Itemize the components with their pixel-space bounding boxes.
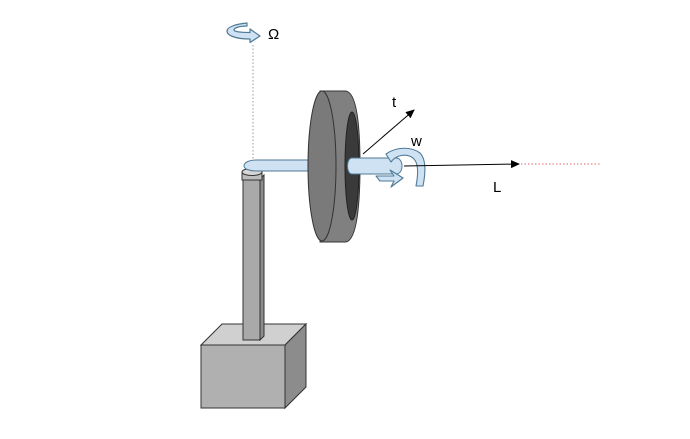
omega-label: Ω [268,26,279,43]
wheel-tire [307,90,361,243]
wheel-hub-axle [347,157,403,175]
angular-momentum-label: L [493,179,501,196]
spin-rotation-arrow-icon [375,147,426,188]
base-block [199,322,308,410]
angular-momentum-vector-arrow [403,160,520,169]
support-column [242,173,265,342]
torque-vector-arrow [362,109,415,155]
spin-label: w [410,133,422,150]
torque-label: t [392,94,397,111]
axle-arm [243,159,319,172]
precession-rotation-arrow-icon [226,22,261,44]
